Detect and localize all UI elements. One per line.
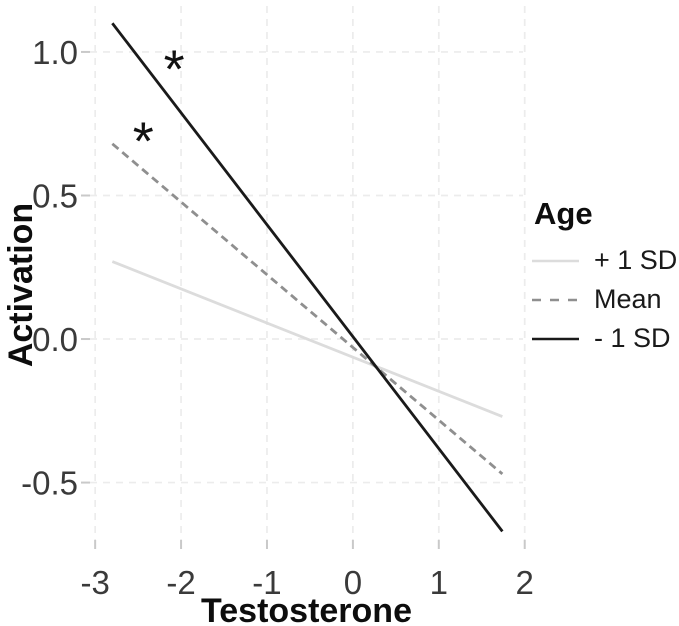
- series-line: [111, 260, 503, 418]
- y-axis-title: Activation: [2, 202, 40, 368]
- x-tick-label: 0: [344, 564, 362, 601]
- x-tick-label: -1: [252, 564, 281, 601]
- line-swatch-icon: [532, 337, 579, 340]
- legend-label: + 1 SD: [594, 245, 678, 275]
- series-line: [111, 22, 504, 533]
- legend-item-plus-1sd: + 1 SD: [532, 241, 679, 280]
- dashed-line-swatch-icon: [532, 298, 579, 301]
- x-axis-title: Testosterone: [201, 592, 412, 626]
- legend-label: Mean: [594, 284, 662, 314]
- legend-title: Age: [534, 196, 593, 231]
- y-tick-label: 1.0: [32, 34, 78, 71]
- y-tick-label: 0.5: [32, 177, 78, 214]
- legend-item-mean: Mean: [532, 280, 679, 319]
- legend: Age + 1 SD Mean - 1 SD: [532, 198, 679, 358]
- legend-item-minus-1sd: - 1 SD: [532, 319, 679, 358]
- x-tick-label: -2: [166, 564, 195, 601]
- significance-asterisk: *: [164, 40, 185, 100]
- series-line: [111, 142, 504, 476]
- significance-asterisk: *: [133, 111, 154, 171]
- x-tick-label: -3: [80, 564, 109, 601]
- y-tick-label: -0.5: [21, 465, 78, 502]
- legend-label: - 1 SD: [594, 323, 671, 353]
- x-tick-label: 1: [430, 564, 448, 601]
- y-tick-label: 0.0: [32, 321, 78, 358]
- line-swatch-icon: [532, 259, 579, 262]
- x-tick-label: 2: [516, 564, 534, 601]
